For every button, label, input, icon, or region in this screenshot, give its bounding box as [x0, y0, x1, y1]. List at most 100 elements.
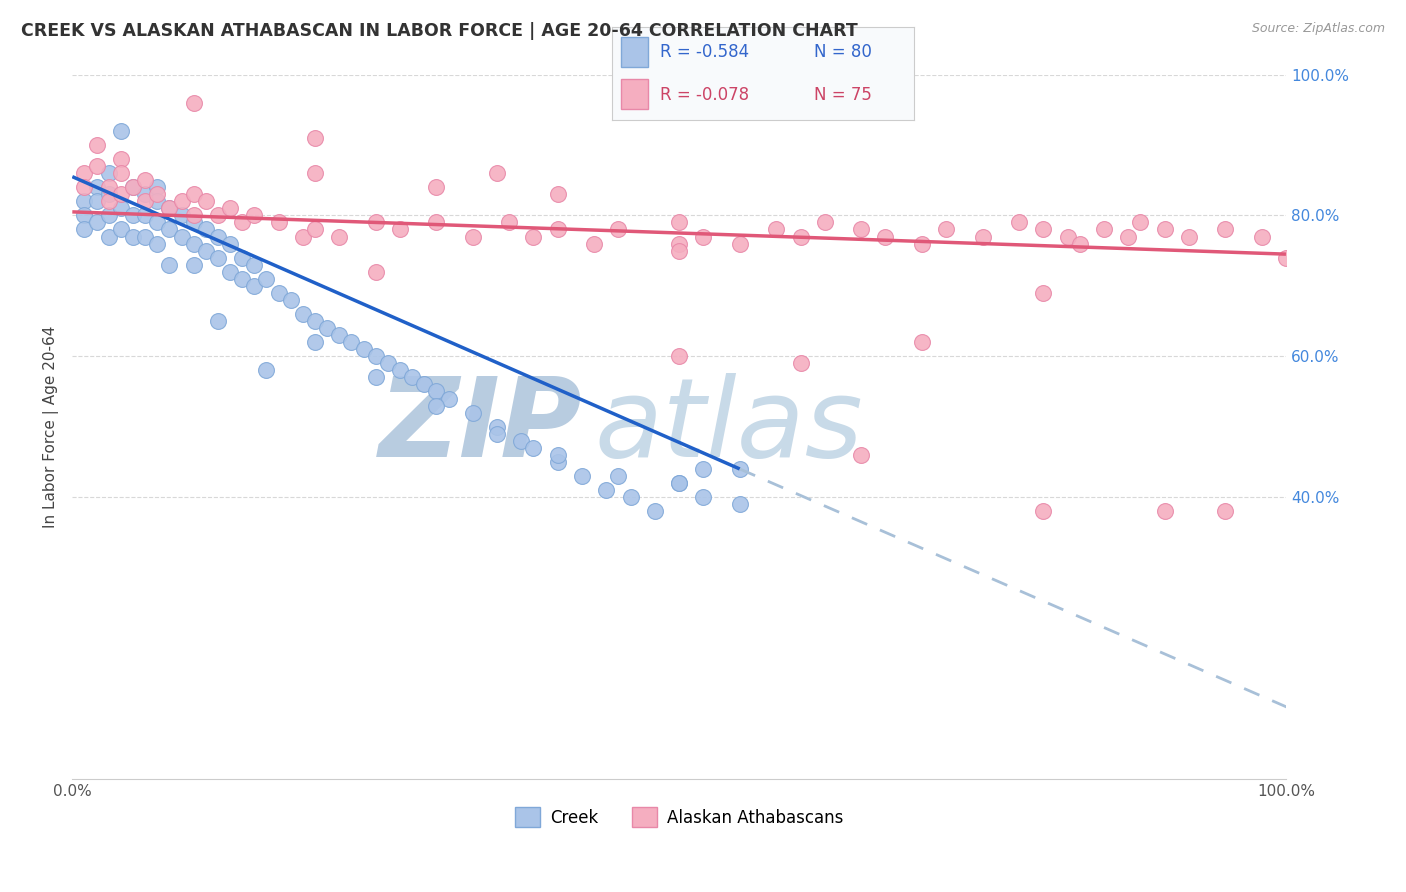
- Point: [146, 194, 169, 209]
- Point: [73, 222, 96, 236]
- Point: [353, 343, 375, 357]
- Point: [911, 236, 934, 251]
- Point: [935, 222, 957, 236]
- Text: R = -0.078: R = -0.078: [659, 87, 749, 104]
- Point: [73, 208, 96, 222]
- Point: [194, 222, 217, 236]
- Point: [388, 222, 411, 236]
- Point: [157, 222, 180, 236]
- Point: [207, 229, 229, 244]
- Point: [243, 208, 266, 222]
- Legend: Creek, Alaskan Athabascans: Creek, Alaskan Athabascans: [509, 800, 849, 834]
- Point: [814, 215, 837, 229]
- Point: [692, 490, 714, 504]
- Point: [146, 180, 169, 194]
- Point: [231, 251, 253, 265]
- Point: [875, 229, 897, 244]
- Point: [461, 406, 484, 420]
- Point: [851, 222, 873, 236]
- Point: [1116, 229, 1139, 244]
- Point: [668, 236, 690, 251]
- Point: [377, 356, 399, 370]
- Point: [328, 328, 350, 343]
- Point: [194, 194, 217, 209]
- Point: [425, 384, 447, 399]
- Point: [765, 222, 787, 236]
- Point: [304, 222, 326, 236]
- Point: [243, 258, 266, 272]
- Text: ZIP: ZIP: [378, 373, 582, 480]
- Point: [207, 314, 229, 328]
- Point: [86, 159, 108, 173]
- Point: [231, 215, 253, 229]
- Point: [86, 215, 108, 229]
- Point: [498, 215, 520, 229]
- Point: [291, 229, 314, 244]
- Y-axis label: In Labor Force | Age 20-64: In Labor Force | Age 20-64: [44, 326, 59, 528]
- Point: [364, 215, 387, 229]
- Point: [425, 215, 447, 229]
- Text: atlas: atlas: [595, 373, 863, 480]
- Point: [97, 166, 120, 180]
- Point: [364, 265, 387, 279]
- Point: [183, 95, 205, 110]
- Point: [1056, 229, 1078, 244]
- Point: [73, 166, 96, 180]
- Point: [425, 399, 447, 413]
- Point: [86, 138, 108, 153]
- Point: [413, 377, 436, 392]
- Point: [425, 180, 447, 194]
- Point: [1213, 504, 1236, 518]
- Point: [267, 285, 290, 300]
- Point: [134, 229, 156, 244]
- Point: [1032, 285, 1054, 300]
- Point: [486, 419, 509, 434]
- Point: [510, 434, 533, 448]
- Text: CREEK VS ALASKAN ATHABASCAN IN LABOR FORCE | AGE 20-64 CORRELATION CHART: CREEK VS ALASKAN ATHABASCAN IN LABOR FOR…: [21, 22, 858, 40]
- Bar: [620, 79, 648, 109]
- Point: [1275, 251, 1298, 265]
- Point: [122, 229, 145, 244]
- Point: [1178, 229, 1201, 244]
- Point: [668, 215, 690, 229]
- Point: [304, 314, 326, 328]
- Point: [364, 370, 387, 384]
- Point: [207, 251, 229, 265]
- Point: [1213, 222, 1236, 236]
- Point: [972, 229, 994, 244]
- Point: [547, 455, 569, 469]
- Point: [547, 448, 569, 462]
- Point: [911, 335, 934, 350]
- Point: [97, 180, 120, 194]
- Point: [86, 194, 108, 209]
- Point: [692, 462, 714, 476]
- Point: [728, 236, 751, 251]
- Point: [547, 187, 569, 202]
- Point: [110, 187, 132, 202]
- Point: [207, 208, 229, 222]
- Point: [1032, 222, 1054, 236]
- Point: [170, 229, 193, 244]
- Point: [668, 244, 690, 258]
- Point: [134, 194, 156, 209]
- Point: [595, 483, 617, 497]
- Point: [267, 215, 290, 229]
- Point: [110, 152, 132, 166]
- Point: [243, 278, 266, 293]
- Point: [789, 356, 811, 370]
- Point: [522, 229, 544, 244]
- Point: [219, 236, 242, 251]
- Point: [668, 349, 690, 363]
- Point: [134, 173, 156, 187]
- Point: [157, 202, 180, 216]
- Point: [607, 469, 630, 483]
- Point: [571, 469, 593, 483]
- Point: [73, 194, 96, 209]
- Point: [486, 426, 509, 441]
- Point: [728, 497, 751, 511]
- Point: [304, 131, 326, 145]
- Point: [86, 180, 108, 194]
- Point: [97, 194, 120, 209]
- Text: N = 80: N = 80: [814, 43, 872, 61]
- Bar: [620, 37, 648, 67]
